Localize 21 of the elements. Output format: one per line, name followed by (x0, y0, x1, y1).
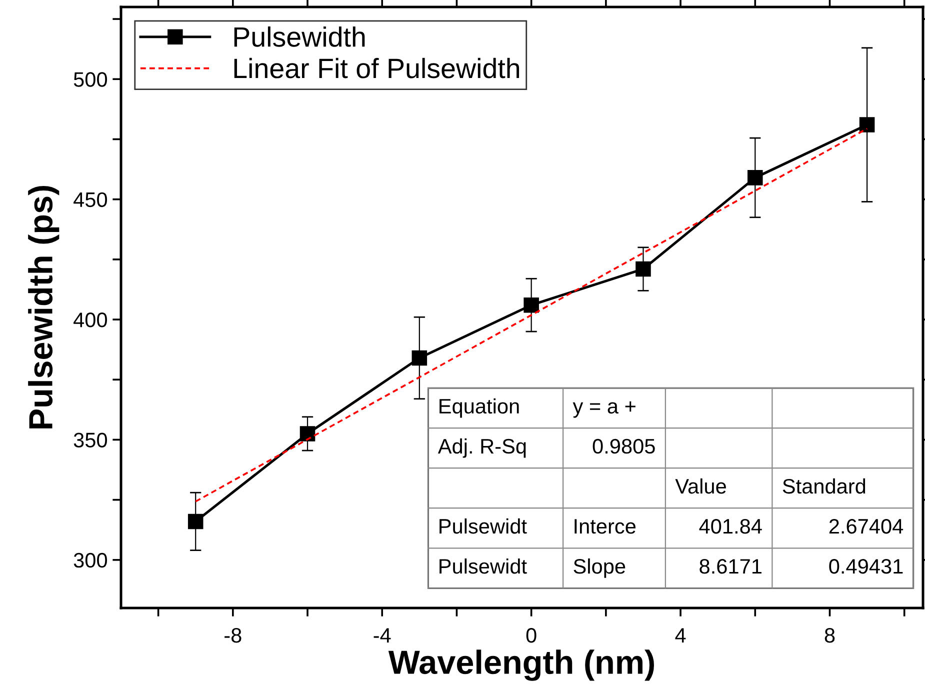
point (300, 426, 316, 442)
x-tick-label: -8 (224, 628, 242, 643)
x-tick-label: -4 (374, 628, 391, 643)
y-tick-label: 300 (74, 552, 107, 568)
point (524, 297, 539, 313)
x-tick-label: 4 (675, 628, 686, 643)
point (636, 261, 651, 277)
x-axis-title: Wavelength (nm) (388, 650, 654, 681)
point (859, 117, 875, 132)
y-tick-label: 450 (74, 192, 107, 208)
point (412, 350, 428, 366)
point (188, 514, 204, 530)
legend-label: Pulsewidth (234, 26, 365, 47)
y-tick-label: 400 (74, 312, 107, 328)
x-tick-label: 8 (824, 628, 835, 643)
y-axis-title: Pulsewidth (ps) (28, 186, 60, 428)
point (748, 170, 763, 186)
legend-label: Linear Fit of Pulsewidth (234, 58, 520, 78)
y-tick-label: 500 (74, 72, 107, 87)
x-tick-label: 0 (526, 628, 536, 643)
y-tick-label: 350 (74, 432, 107, 448)
